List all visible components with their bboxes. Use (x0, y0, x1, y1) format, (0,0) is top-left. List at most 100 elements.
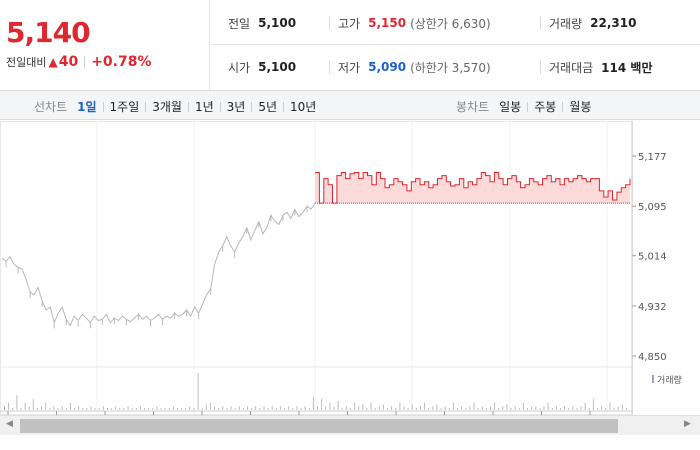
y-tick-label: 5,095 (638, 202, 667, 213)
tab-5y[interactable]: 5년 (258, 100, 278, 114)
volume-bar (358, 406, 360, 410)
volume-legend-label: 거래량 (657, 374, 682, 386)
stat-label: 거래대금 (549, 60, 594, 75)
upper-limit: (상한가 6,630) (410, 16, 491, 31)
tab-1w[interactable]: 1주일 (109, 100, 140, 114)
volume-bar (160, 408, 162, 410)
scroll-right-icon[interactable]: ▶ (684, 419, 691, 429)
volume-bar (362, 404, 364, 410)
stat-volume: 거래량 22,310 (549, 13, 636, 33)
volume-bar (131, 408, 133, 410)
volume-bar (300, 408, 302, 410)
volume-bar (428, 408, 430, 410)
volume-bar (597, 408, 599, 410)
volume-bar (535, 406, 537, 410)
volume-bar (20, 408, 22, 410)
volume-bar (560, 408, 561, 410)
divider (562, 101, 564, 112)
volume-bar (197, 373, 199, 410)
volume-bar (177, 408, 178, 410)
volume-bar (230, 406, 232, 410)
tab-3y[interactable]: 3년 (226, 100, 246, 114)
volume-bar (490, 406, 491, 410)
volume-bar (564, 406, 566, 410)
stat-label: 시가 (228, 60, 251, 75)
volume-bar (28, 406, 30, 410)
volume-bar (144, 408, 145, 410)
volume-bar (86, 408, 88, 410)
volume-bar (53, 406, 55, 410)
volume-bar (382, 404, 384, 410)
volume-bar (78, 406, 80, 410)
chart-scrollbar[interactable]: ◀ ▶ (0, 415, 700, 435)
tab-1y[interactable]: 1년 (194, 100, 214, 114)
candle-chart-tabs: 봉차트 일봉 주봉 월봉 (456, 98, 591, 115)
tab-10y[interactable]: 10년 (290, 100, 317, 114)
volume-bar (325, 406, 327, 410)
volume-bar (49, 408, 51, 410)
volume-bar (284, 408, 286, 410)
divider (329, 16, 330, 30)
volume-bar (139, 406, 141, 410)
volume-bar (366, 408, 368, 410)
stat-value: 5,100 (258, 60, 297, 74)
volume-bar (494, 402, 496, 410)
scroll-left-icon[interactable]: ◀ (6, 419, 13, 429)
chart-grid (0, 121, 633, 415)
volume-bar (275, 408, 277, 410)
price-chart[interactable]: 5,177 5,095 5,014 4,932 4,850 거래량 (0, 121, 700, 437)
volume-bar (465, 408, 467, 410)
y-tick-label: 4,850 (638, 352, 667, 363)
divider (283, 101, 285, 112)
price-box: 5,140 전일대비 ▲ 40 +0.78% (0, 0, 210, 90)
divider (145, 101, 147, 112)
stat-value: 5,100 (258, 16, 297, 30)
stat-value: 5,150 (368, 16, 407, 30)
up-triangle-icon: ▲ (48, 55, 58, 69)
volume-bar (119, 408, 121, 410)
volume-bar (568, 408, 570, 410)
volume-bar (391, 406, 393, 410)
volume-bar (452, 402, 454, 410)
volume-bar (580, 406, 582, 410)
volume-bar (251, 408, 253, 410)
stat-label: 전일 (228, 16, 251, 31)
volume-bar (415, 408, 417, 410)
volume-bar (399, 402, 401, 410)
stat-low: 저가 5,090 (하한가 3,570) (338, 57, 491, 77)
volume-bar (288, 406, 290, 410)
scrollbar-thumb[interactable] (20, 419, 618, 433)
volume-bar (321, 398, 323, 410)
tab-weekly[interactable]: 주봉 (534, 100, 557, 114)
volume-bar (82, 408, 84, 410)
price-change: 전일대비 ▲ 40 +0.78% (6, 54, 152, 70)
tab-daily[interactable]: 일봉 (499, 100, 522, 114)
stat-value: 114 백만 (601, 60, 653, 75)
volume-bars (4, 373, 627, 411)
volume-bar (279, 406, 281, 410)
tab-monthly[interactable]: 월봉 (569, 100, 592, 114)
tab-3m[interactable]: 3개월 (152, 100, 182, 114)
volume-bar (222, 406, 224, 410)
volume-bar (354, 402, 356, 410)
volume-bar (469, 406, 471, 410)
volume-bar (333, 406, 335, 410)
volume-bar (349, 408, 351, 410)
volume-bar (205, 404, 207, 410)
volume-bar (617, 406, 619, 410)
volume-bar (448, 408, 450, 410)
volume-bar (94, 408, 96, 410)
price-line-pre (1, 202, 316, 329)
volume-bar (45, 402, 47, 410)
candle-chart-title: 봉차트 (456, 100, 490, 114)
volume-bar (337, 400, 339, 411)
volume-bar (527, 408, 528, 410)
volume-bar (605, 408, 607, 410)
volume-bar (312, 397, 314, 410)
volume-bar (57, 408, 59, 410)
line-chart-period-tabs: 선차트 1일 1주일 3개월 1년 3년 5년 10년 (34, 98, 316, 115)
volume-bar (444, 406, 446, 410)
tab-1d[interactable]: 1일 (77, 100, 97, 114)
y-tick-label: 5,014 (638, 252, 667, 263)
volume-bar (588, 408, 590, 410)
